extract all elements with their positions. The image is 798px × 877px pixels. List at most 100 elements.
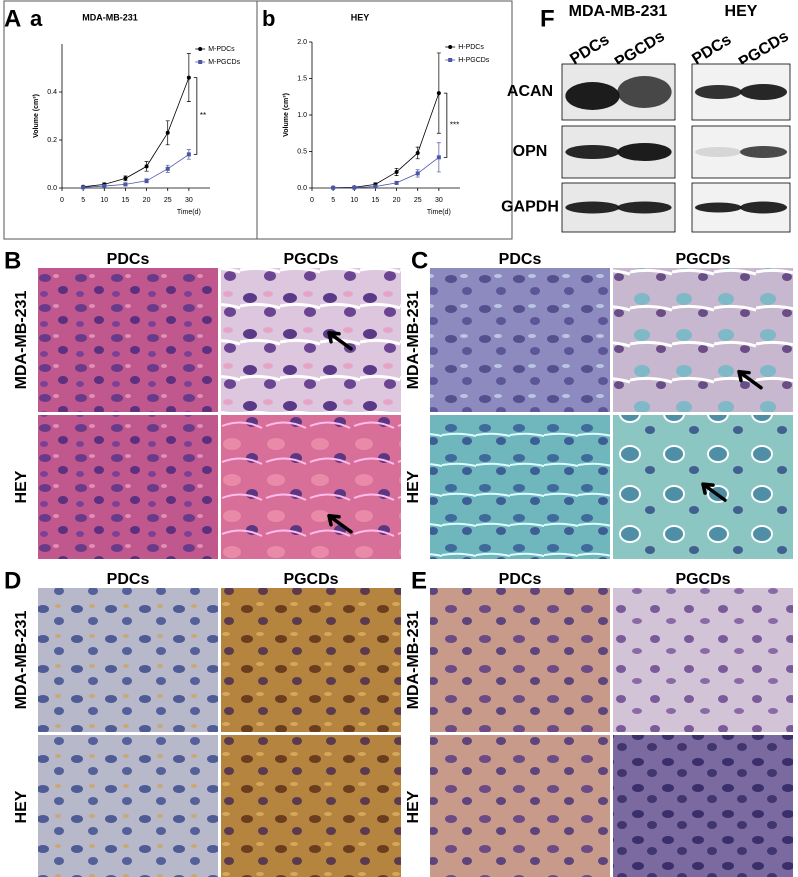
data-point bbox=[436, 91, 441, 96]
micrograph bbox=[613, 268, 793, 412]
x-tick-label: 10 bbox=[100, 197, 108, 204]
data-point bbox=[373, 184, 378, 189]
x-tick-label: 0 bbox=[60, 197, 64, 204]
blot-row: OPN bbox=[513, 143, 548, 160]
blot-band bbox=[694, 202, 742, 213]
x-tick-label: 20 bbox=[393, 197, 401, 204]
legend-label: M-PGCDs bbox=[208, 59, 240, 66]
micrograph bbox=[430, 415, 610, 559]
data-point bbox=[123, 182, 128, 187]
x-tick-label: 15 bbox=[122, 197, 130, 204]
x-tick-label: 5 bbox=[331, 197, 335, 204]
data-point bbox=[186, 152, 191, 157]
blot-row: ACAN bbox=[507, 83, 553, 100]
panel-label: C bbox=[411, 247, 428, 274]
blot-group: MDA-MB-231 bbox=[569, 3, 668, 20]
y-axis-label: Volume (cm³) bbox=[33, 94, 40, 138]
blot-column: PDCs bbox=[567, 31, 612, 68]
significance-mark: ** bbox=[200, 111, 206, 120]
panel-label: E bbox=[411, 567, 427, 594]
blot-band bbox=[565, 145, 620, 159]
y-tick-label: 1.5 bbox=[297, 75, 307, 82]
arrow bbox=[327, 514, 353, 534]
y-axis-label: Volume (cm³) bbox=[283, 93, 290, 137]
micrograph bbox=[430, 268, 610, 412]
legend-marker bbox=[448, 45, 453, 49]
chart-title: MDA-MB-231 bbox=[82, 12, 138, 22]
y-tick-label: 0.4 bbox=[47, 89, 57, 96]
x-tick-label: 15 bbox=[372, 197, 380, 204]
data-point bbox=[165, 130, 170, 135]
panel-label: B bbox=[4, 247, 21, 274]
x-tick-label: 10 bbox=[350, 197, 358, 204]
y-tick-label: 2.0 bbox=[297, 39, 307, 46]
blot-band bbox=[740, 146, 788, 158]
column-header: PGCDs bbox=[675, 571, 730, 588]
panel-label: A bbox=[4, 5, 21, 32]
arrow bbox=[701, 482, 727, 502]
micrograph bbox=[430, 588, 610, 732]
arrow bbox=[327, 331, 353, 351]
data-point bbox=[331, 185, 336, 190]
x-tick-label: 30 bbox=[185, 197, 193, 204]
row-header: MDA-MB-231 bbox=[13, 611, 30, 710]
series-line bbox=[83, 77, 190, 188]
blot-band bbox=[694, 147, 742, 157]
x-tick-label: 5 bbox=[81, 197, 85, 204]
legend-label: M-PDCs bbox=[208, 46, 235, 53]
legend-marker bbox=[198, 47, 203, 51]
x-tick-label: 25 bbox=[164, 197, 172, 204]
column-header: PGCDs bbox=[283, 571, 338, 588]
column-header: PDCs bbox=[107, 251, 150, 268]
micrograph bbox=[221, 735, 401, 877]
panel-label: F bbox=[540, 5, 555, 32]
blot-band bbox=[565, 82, 620, 110]
column-header: PGCDs bbox=[283, 251, 338, 268]
data-point bbox=[352, 185, 357, 190]
blot-band bbox=[694, 85, 742, 99]
legend-marker bbox=[198, 60, 203, 64]
panel-label: b bbox=[262, 6, 275, 31]
data-point bbox=[123, 176, 128, 181]
micrograph bbox=[613, 588, 793, 732]
blot-band bbox=[617, 76, 672, 108]
series-line bbox=[83, 154, 190, 188]
x-tick-label: 20 bbox=[143, 197, 151, 204]
series-line bbox=[333, 92, 440, 189]
y-tick-label: 0.0 bbox=[47, 185, 57, 192]
panel-label: a bbox=[30, 6, 43, 31]
row-header: HEY bbox=[13, 790, 30, 823]
x-tick-label: 30 bbox=[435, 197, 443, 204]
column-header: PGCDs bbox=[675, 251, 730, 268]
data-point bbox=[186, 75, 191, 80]
column-header: PDCs bbox=[107, 571, 150, 588]
x-axis-label: Time(d) bbox=[177, 209, 201, 216]
row-header: HEY bbox=[13, 470, 30, 503]
blot-band bbox=[565, 201, 620, 214]
row-header: MDA-MB-231 bbox=[405, 611, 422, 710]
data-point bbox=[415, 150, 420, 155]
significance-bracket bbox=[443, 92, 448, 158]
legend-label: H-PGCDs bbox=[458, 57, 490, 64]
row-header: HEY bbox=[405, 790, 422, 823]
row-header: HEY bbox=[405, 470, 422, 503]
column-header: PDCs bbox=[499, 251, 542, 268]
arrow bbox=[737, 369, 763, 390]
micrograph bbox=[430, 735, 610, 877]
row-header: MDA-MB-231 bbox=[405, 291, 422, 390]
micrograph bbox=[221, 268, 401, 412]
micrograph bbox=[38, 268, 218, 412]
blot-band bbox=[617, 201, 672, 214]
data-point bbox=[165, 166, 170, 171]
data-point bbox=[81, 185, 86, 190]
micrograph bbox=[221, 415, 401, 559]
blot-band bbox=[740, 201, 788, 214]
y-tick-label: 0.2 bbox=[47, 137, 57, 144]
micrograph bbox=[38, 588, 218, 732]
data-point bbox=[394, 180, 399, 185]
significance-mark: *** bbox=[450, 120, 459, 129]
x-axis-label: Time(d) bbox=[427, 209, 451, 216]
micrograph bbox=[38, 735, 218, 877]
blot-band bbox=[617, 143, 672, 161]
